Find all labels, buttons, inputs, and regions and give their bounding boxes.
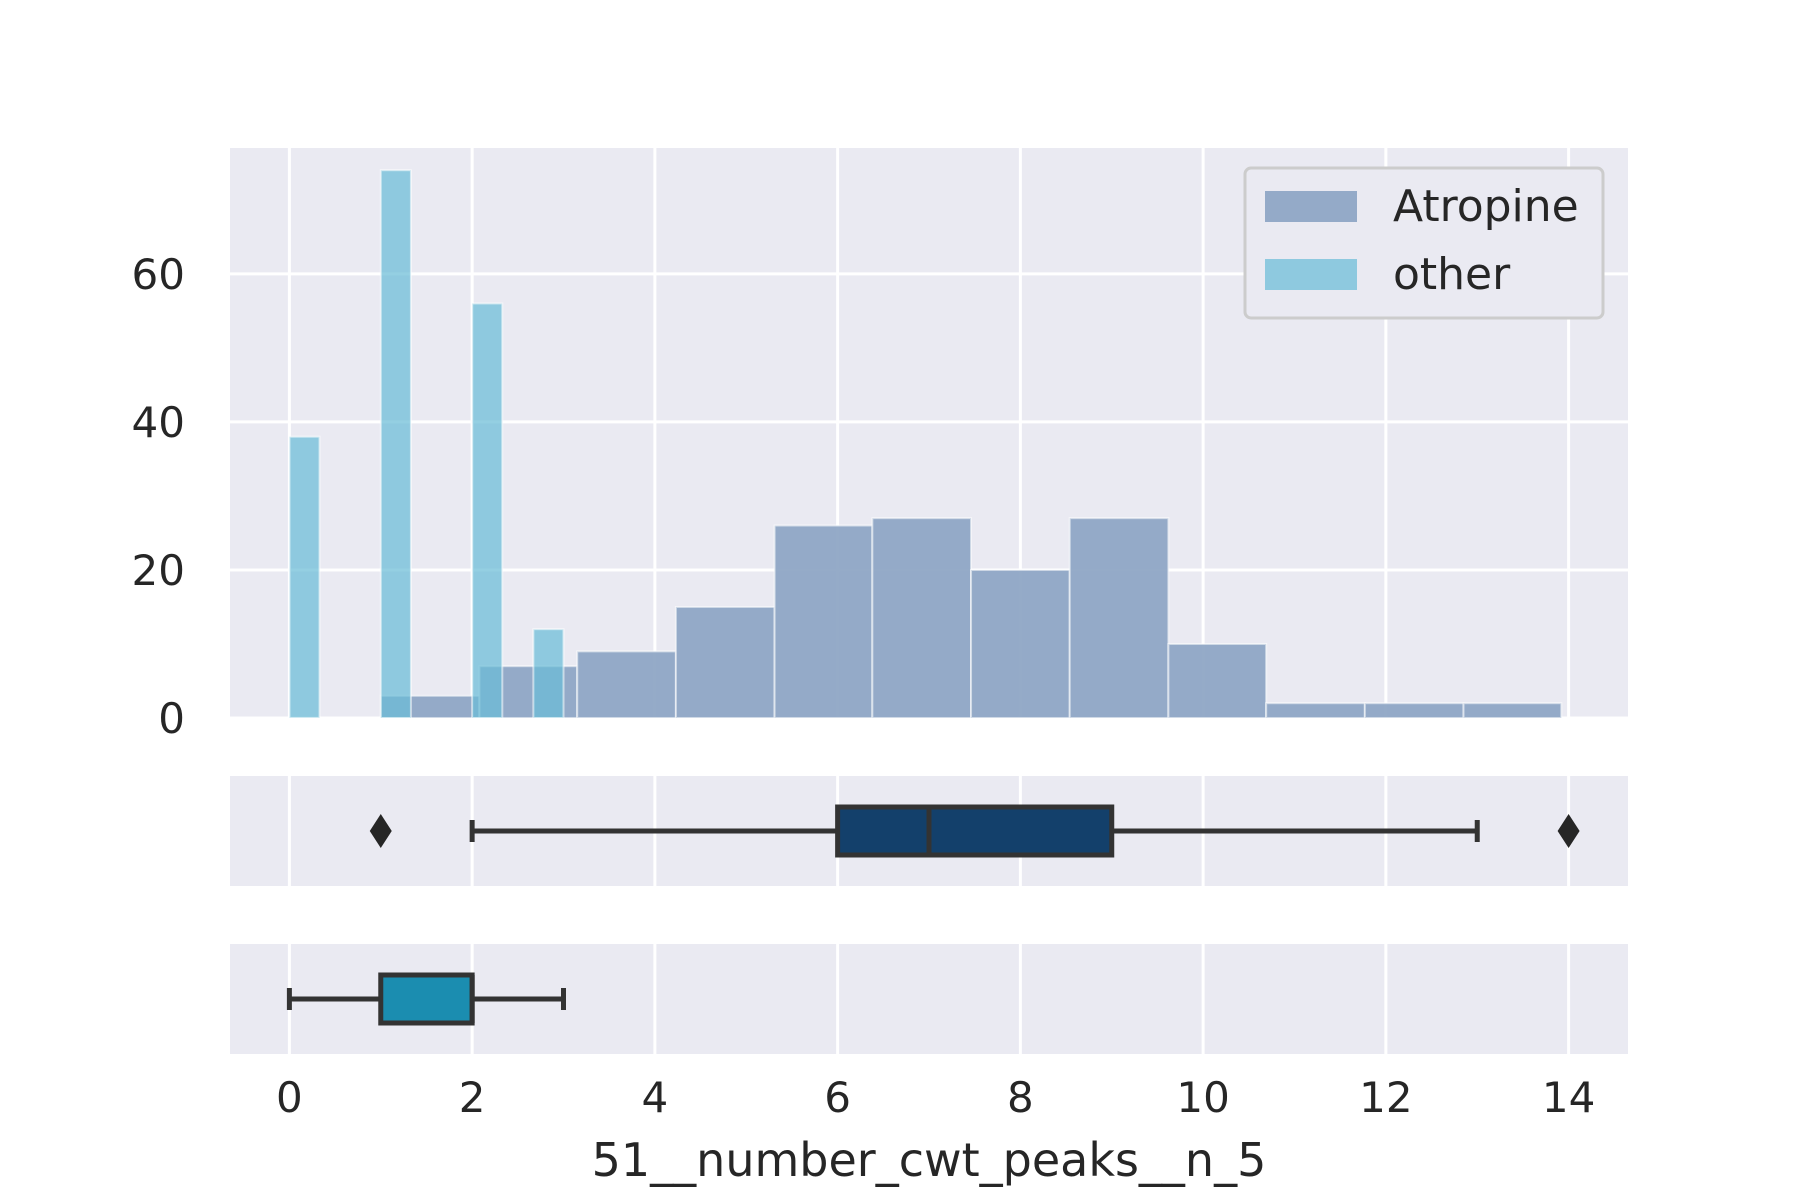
histogram-bar-atropine	[871, 517, 973, 720]
boxplot-panel-other	[230, 944, 1628, 1054]
boxplot-outlier	[1557, 814, 1580, 848]
x-axis-tick-label: 0	[276, 1073, 303, 1122]
legend: Atropine other	[1243, 166, 1605, 320]
histogram-y-tick-labels: 0 20 40 60	[132, 250, 185, 743]
x-axis-tick-label: 4	[642, 1073, 669, 1122]
histogram-y-tick-label: 0	[158, 694, 185, 743]
histogram-bar-atropine	[576, 650, 677, 720]
boxplot-panel-atropine	[230, 776, 1628, 886]
x-axis-tick-labels: 0 2 4 6 8 10 12 14	[276, 1073, 1595, 1122]
histogram-bar-other	[471, 302, 504, 719]
x-axis-tick-label: 6	[824, 1073, 851, 1122]
histogram-bar-atropine	[1363, 702, 1465, 720]
x-axis-label: 51__number_cwt_peaks__n_5	[592, 1133, 1267, 1187]
x-axis-tick-label: 10	[1176, 1073, 1229, 1122]
histogram-panel: 0 20 40 60 Atropine other	[132, 148, 1628, 743]
histogram-bar-atropine	[970, 568, 1071, 719]
histogram-bar-atropine	[773, 524, 874, 719]
histogram-bars	[288, 169, 1563, 720]
histogram-bar-other	[379, 169, 412, 720]
legend-label-atropine: Atropine	[1393, 181, 1579, 232]
x-axis-tick-label: 8	[1007, 1073, 1034, 1122]
boxplot-box	[378, 972, 475, 1026]
histogram-y-tick-label: 60	[132, 250, 185, 299]
boxplot-outlier	[369, 814, 392, 848]
histogram-bar-atropine	[1167, 642, 1268, 719]
x-axis-tick-label: 12	[1359, 1073, 1412, 1122]
histogram-y-tick-label: 20	[132, 546, 185, 595]
x-axis-tick-label: 14	[1542, 1073, 1595, 1122]
histogram-bar-atropine	[1265, 702, 1366, 720]
histogram-y-tick-label: 40	[132, 398, 185, 447]
x-axis-tick-label: 2	[459, 1073, 486, 1122]
legend-label-other: other	[1393, 249, 1511, 300]
histogram-bar-other	[532, 628, 565, 719]
legend-swatch-other	[1265, 259, 1357, 290]
boxplot-box	[835, 804, 1115, 858]
histogram-bar-other	[288, 435, 321, 719]
histogram-bar-atropine	[1462, 702, 1563, 720]
legend-swatch-atropine	[1265, 191, 1357, 222]
histogram-bar-atropine	[1068, 517, 1170, 720]
histogram-bar-atropine	[674, 605, 776, 720]
